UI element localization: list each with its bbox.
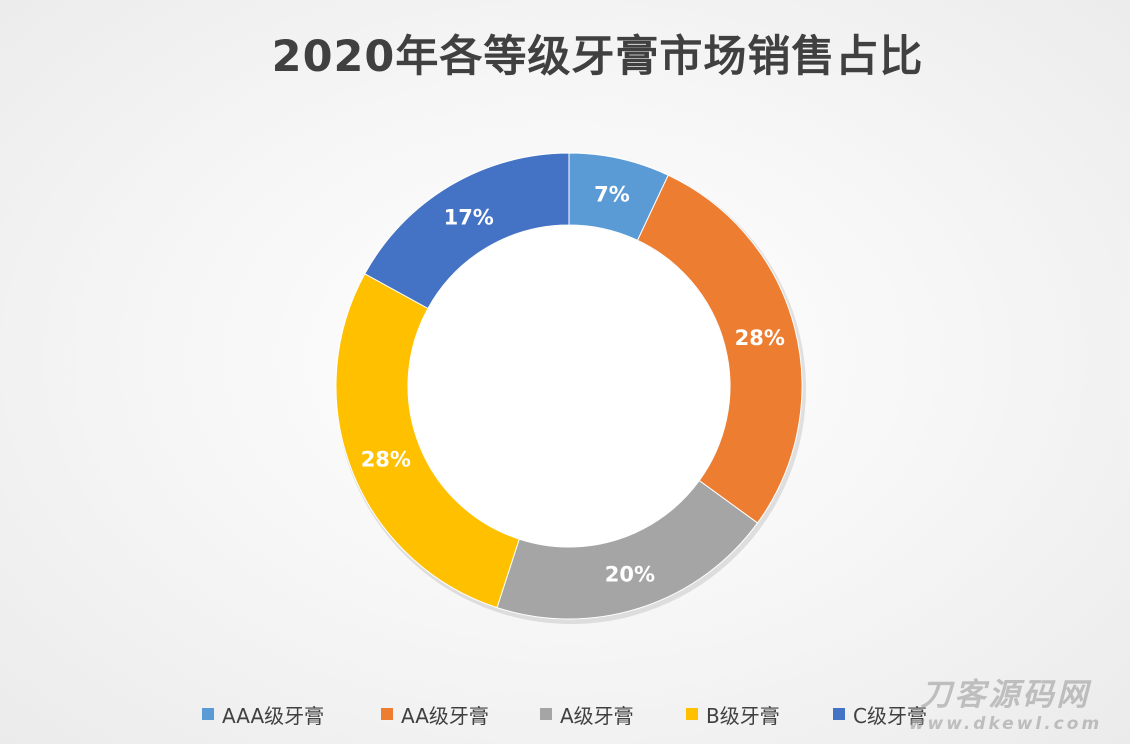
legend-item-b: B级牙膏 [686,697,780,731]
legend-label-a: A级牙膏 [560,703,634,728]
legend-swatch-aa [381,708,393,720]
slice-label-aaa: 7% [594,183,630,207]
legend-swatch-aaa [202,708,214,720]
slice-label-a: 20% [605,562,655,586]
legend-item-c: C级牙膏 [833,697,927,731]
legend-item-a: A级牙膏 [540,697,634,731]
slice-label-aa: 28% [735,326,785,350]
legend-swatch-a [540,708,552,720]
chart-title: 2020年各等级牙膏市场销售占比 [271,32,924,82]
donut-slice-b [335,273,520,609]
watermark: 刀客源码网 www.dkewl.com [888,676,1123,740]
slice-label-c: 17% [444,205,494,229]
legend-item-aa: AA级牙膏 [381,697,489,731]
legend-label-b: B级牙膏 [706,703,780,728]
watermark-text: 刀客源码网 [920,677,1091,713]
donut-slice-aa [636,174,803,524]
donut-slice-c [364,152,570,310]
donut-hole [408,225,730,547]
watermark-url: www.dkewl.com [908,714,1103,734]
legend-label-c: C级牙膏 [853,703,927,728]
legend-swatch-b [686,708,698,720]
legend-label-aa: AA级牙膏 [401,703,489,728]
legend-item-aaa: AAA级牙膏 [202,697,324,731]
legend-swatch-c [833,708,845,720]
slice-label-b: 28% [361,448,411,472]
legend-label-aaa: AAA级牙膏 [222,703,325,728]
legend: AAA级牙膏 AA级牙膏 A级牙膏 B级牙膏 C级牙膏 [0,697,1130,731]
